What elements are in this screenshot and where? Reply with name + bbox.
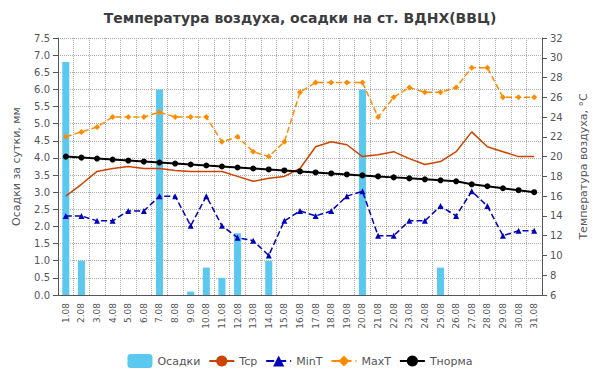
svg-text:1.0: 1.0 [34, 255, 50, 266]
svg-text:6.5: 6.5 [34, 67, 50, 78]
svg-text:13.08: 13.08 [248, 303, 258, 329]
svg-text:11.08: 11.08 [217, 303, 227, 329]
svg-text:8.08: 8.08 [170, 303, 180, 323]
svg-text:28: 28 [550, 72, 563, 83]
svg-text:12.08: 12.08 [233, 303, 243, 329]
svg-text:7.08: 7.08 [154, 303, 164, 323]
svg-text:14: 14 [550, 210, 563, 221]
svg-text:8: 8 [550, 270, 556, 281]
svg-text:5.08: 5.08 [123, 303, 133, 323]
svg-text:28.08: 28.08 [482, 303, 492, 329]
svg-text:29.08: 29.08 [498, 303, 508, 329]
svg-text:4.08: 4.08 [108, 303, 118, 323]
svg-text:19.08: 19.08 [342, 303, 352, 329]
svg-text:26: 26 [550, 92, 563, 103]
svg-text:31.08: 31.08 [529, 303, 539, 329]
svg-text:30.08: 30.08 [514, 303, 524, 329]
svg-text:MaxT: MaxT [361, 355, 391, 368]
svg-text:10.08: 10.08 [201, 303, 211, 329]
svg-text:Тнорма: Тнорма [429, 355, 473, 368]
svg-text:14.08: 14.08 [264, 303, 274, 329]
svg-text:22: 22 [550, 131, 563, 142]
svg-text:26.08: 26.08 [451, 303, 461, 329]
svg-text:20.08: 20.08 [357, 303, 367, 329]
svg-text:4.0: 4.0 [34, 152, 50, 163]
svg-text:7.5: 7.5 [34, 33, 50, 44]
svg-text:24: 24 [550, 112, 563, 123]
svg-text:5.5: 5.5 [34, 101, 50, 112]
svg-text:18: 18 [550, 171, 563, 182]
svg-text:21.08: 21.08 [373, 303, 383, 329]
svg-text:18.08: 18.08 [326, 303, 336, 329]
svg-text:24.08: 24.08 [420, 303, 430, 329]
svg-text:27.08: 27.08 [467, 303, 477, 329]
svg-text:10: 10 [550, 250, 563, 261]
svg-text:2.5: 2.5 [34, 204, 50, 215]
svg-text:23.08: 23.08 [404, 303, 414, 329]
svg-text:Температура воздуха, °С: Температура воздуха, °С [577, 93, 590, 241]
svg-text:MinT: MinT [296, 355, 323, 368]
svg-text:12: 12 [550, 230, 563, 241]
svg-text:30: 30 [550, 52, 563, 63]
svg-text:25.08: 25.08 [436, 303, 446, 329]
svg-text:9.08: 9.08 [186, 303, 196, 323]
svg-text:Tcp: Tcp [238, 355, 257, 368]
svg-text:3.5: 3.5 [34, 170, 50, 181]
svg-text:5.0: 5.0 [34, 118, 50, 129]
svg-text:Температура воздуха, осадки на: Температура воздуха, осадки на ст. ВДНХ(… [104, 10, 497, 26]
svg-text:2.08: 2.08 [76, 303, 86, 323]
svg-text:7.0: 7.0 [34, 50, 50, 61]
svg-text:3.0: 3.0 [34, 187, 50, 198]
svg-text:22.08: 22.08 [389, 303, 399, 329]
svg-text:1.08: 1.08 [61, 303, 71, 323]
svg-text:4.5: 4.5 [34, 135, 50, 146]
svg-text:20: 20 [550, 151, 563, 162]
svg-text:Осадки за сутки, мм: Осадки за сутки, мм [10, 107, 23, 226]
svg-text:17.08: 17.08 [311, 303, 321, 329]
svg-text:6.08: 6.08 [139, 303, 149, 323]
svg-text:3.08: 3.08 [92, 303, 102, 323]
svg-text:6.0: 6.0 [34, 84, 50, 95]
svg-text:Осадки: Осадки [157, 355, 200, 368]
svg-text:0.0: 0.0 [34, 290, 50, 301]
svg-text:6: 6 [550, 290, 556, 301]
svg-text:0.5: 0.5 [34, 272, 50, 283]
svg-text:1.5: 1.5 [34, 238, 50, 249]
svg-text:2.0: 2.0 [34, 221, 50, 232]
svg-text:15.08: 15.08 [279, 303, 289, 329]
svg-text:16.08: 16.08 [295, 303, 305, 329]
svg-text:16: 16 [550, 191, 563, 202]
svg-text:32: 32 [550, 33, 563, 44]
